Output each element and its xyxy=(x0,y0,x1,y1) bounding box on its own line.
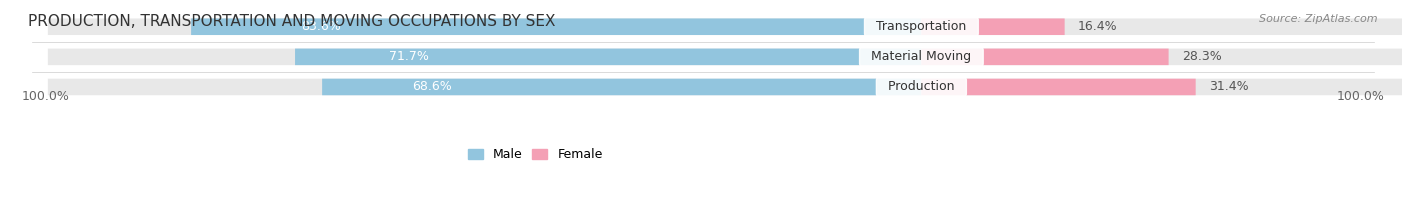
FancyBboxPatch shape xyxy=(48,49,1406,65)
FancyBboxPatch shape xyxy=(48,19,1406,35)
Text: 83.6%: 83.6% xyxy=(301,20,340,33)
FancyBboxPatch shape xyxy=(921,19,1064,35)
Text: PRODUCTION, TRANSPORTATION AND MOVING OCCUPATIONS BY SEX: PRODUCTION, TRANSPORTATION AND MOVING OC… xyxy=(28,14,555,29)
Text: 68.6%: 68.6% xyxy=(412,80,451,93)
Text: 16.4%: 16.4% xyxy=(1078,20,1118,33)
FancyBboxPatch shape xyxy=(322,79,921,95)
Text: Source: ZipAtlas.com: Source: ZipAtlas.com xyxy=(1260,14,1378,24)
FancyBboxPatch shape xyxy=(48,79,1406,95)
FancyBboxPatch shape xyxy=(921,79,1195,95)
FancyBboxPatch shape xyxy=(921,49,1168,65)
FancyBboxPatch shape xyxy=(191,19,921,35)
Text: 100.0%: 100.0% xyxy=(1337,90,1385,103)
Text: 100.0%: 100.0% xyxy=(21,90,69,103)
Text: 71.7%: 71.7% xyxy=(389,50,429,63)
FancyBboxPatch shape xyxy=(295,49,921,65)
Text: 28.3%: 28.3% xyxy=(1181,50,1222,63)
Text: 31.4%: 31.4% xyxy=(1209,80,1249,93)
Legend: Male, Female: Male, Female xyxy=(468,148,603,161)
Text: Material Moving: Material Moving xyxy=(863,50,980,63)
Text: Production: Production xyxy=(880,80,963,93)
Text: Transportation: Transportation xyxy=(869,20,974,33)
